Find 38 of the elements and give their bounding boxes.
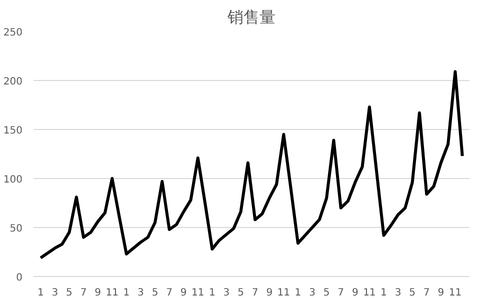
x-tick-label: 11 — [448, 288, 462, 298]
x-tick-label: 3 — [394, 288, 402, 298]
x-tick-label: 5 — [66, 288, 72, 298]
x-tick-label: 11 — [192, 288, 204, 298]
x-tick-label: 9 — [266, 288, 273, 298]
x-tick-label: 3 — [138, 288, 144, 298]
x-tick-label: 7 — [338, 288, 344, 298]
x-tick-label: 1 — [294, 288, 302, 298]
chart-title: 销售量 — [226, 8, 276, 26]
x-tick-label: 1 — [209, 288, 216, 298]
x-tick-label: 5 — [238, 288, 244, 298]
x-tick-label: 7 — [252, 288, 258, 298]
x-tick-label: 11 — [277, 288, 290, 298]
x-tick-label: 9 — [180, 288, 187, 298]
x-tick-label: 1 — [380, 288, 387, 298]
y-tick-label: 200 — [3, 76, 23, 88]
x-tick-label: 9 — [438, 288, 444, 298]
x-tick-label: 3 — [52, 288, 58, 298]
y-tick-label: 250 — [3, 28, 23, 38]
x-tick-label: 11 — [106, 288, 118, 298]
x-tick-label: 9 — [94, 288, 102, 298]
x-tick-label: 5 — [409, 288, 416, 298]
x-tick-label: 1 — [37, 288, 44, 298]
y-tick-label: 150 — [3, 126, 23, 136]
x-tick-label: 1 — [123, 288, 130, 298]
x-tick-label: 3 — [223, 288, 230, 298]
x-tick-label: 5 — [152, 288, 158, 298]
x-tick-label: 7 — [166, 288, 172, 298]
y-tick-label: 100 — [3, 174, 23, 186]
x-tick-label: 11 — [363, 288, 376, 298]
x-tick-label: 5 — [323, 288, 330, 298]
y-tick-label: 0 — [16, 272, 23, 284]
y-tick-label: 50 — [10, 224, 23, 234]
x-tick-label: 7 — [80, 288, 87, 298]
line-series — [39, 70, 464, 260]
x-tick-label: 7 — [423, 288, 430, 298]
x-tick-label: 9 — [352, 288, 358, 298]
x-tick-label: 3 — [309, 288, 316, 298]
